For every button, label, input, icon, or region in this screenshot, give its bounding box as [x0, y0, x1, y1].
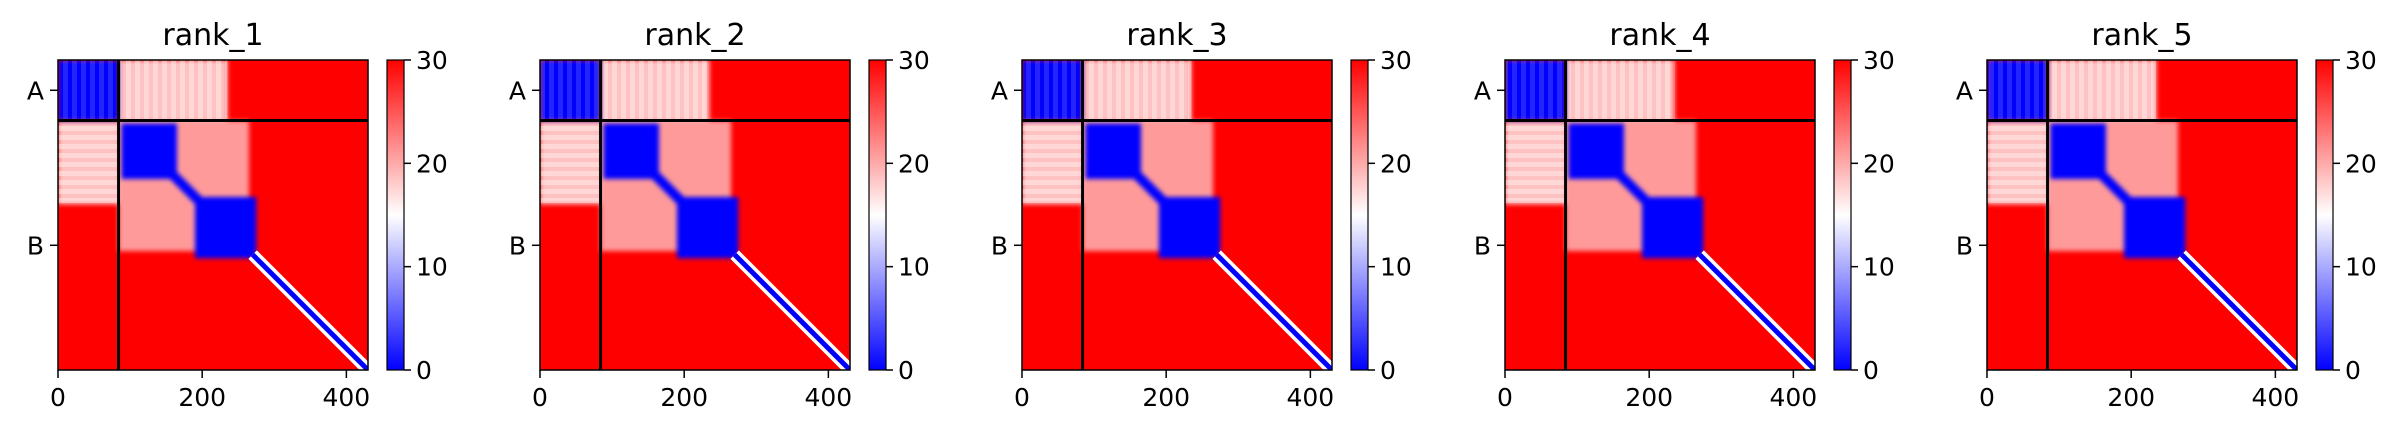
chain-label-a: A — [1956, 76, 1973, 105]
colorbar-tick-label: 30 — [1380, 46, 1412, 75]
heatmap-panel-2: rank_2 0 200 400 A B 0 10 20 30 — [509, 18, 930, 412]
x-tick-label: 400 — [1287, 383, 1335, 412]
x-tick-label: 200 — [1625, 383, 1673, 412]
x-tick-label: 0 — [1497, 383, 1513, 412]
heatmap-panel-3: rank_3 0 200 400 A B 0 10 20 30 — [991, 18, 1412, 412]
colorbar-tick-label: 10 — [2345, 253, 2377, 282]
axes-frame — [57, 59, 369, 371]
colorbar — [1351, 60, 1368, 370]
x-tick-label: 200 — [660, 383, 708, 412]
axes-frame — [1986, 59, 2298, 371]
chain-label-a: A — [1474, 76, 1491, 105]
colorbar-tick-label: 10 — [1380, 253, 1412, 282]
colorbar-tick-label: 0 — [1380, 356, 1396, 385]
chain-label-a: A — [27, 76, 44, 105]
x-tick-label: 0 — [1979, 383, 1995, 412]
panel-title: rank_2 — [644, 18, 745, 53]
heatmap-panel-4: rank_4 0 200 400 A B 0 10 20 30 — [1474, 18, 1895, 412]
chain-label-b: B — [991, 231, 1008, 260]
chain-label-b: B — [1474, 231, 1491, 260]
axes-frame — [1021, 59, 1333, 371]
colorbar-tick-label: 30 — [898, 46, 930, 75]
pae-matrix — [540, 60, 850, 370]
x-tick-label: 200 — [2107, 383, 2155, 412]
colorbar — [387, 60, 404, 370]
colorbar-tick-label: 20 — [1863, 149, 1895, 178]
colorbar-tick-label: 30 — [416, 46, 448, 75]
colorbar-tick-label: 30 — [2345, 46, 2377, 75]
pae-matrix — [1505, 60, 1815, 370]
panel-title: rank_5 — [2091, 18, 2192, 53]
colorbar-tick-label: 0 — [898, 356, 914, 385]
x-tick-label: 400 — [805, 383, 853, 412]
x-tick-label: 400 — [2252, 383, 2300, 412]
x-tick-label: 200 — [178, 383, 226, 412]
panel-title: rank_1 — [162, 18, 263, 53]
colorbar-tick-label: 10 — [1863, 253, 1895, 282]
colorbar-tick-label: 20 — [416, 149, 448, 178]
chain-label-b: B — [1956, 231, 1973, 260]
colorbar-tick-label: 0 — [416, 356, 432, 385]
x-tick-label: 400 — [323, 383, 371, 412]
colorbar-tick-label: 20 — [898, 149, 930, 178]
heatmap-panel-5: rank_5 0 200 400 A B 0 10 20 30 — [1956, 18, 2377, 412]
axes-frame — [1504, 59, 1816, 371]
chain-label-b: B — [27, 231, 44, 260]
colorbar-tick-label: 20 — [1380, 149, 1412, 178]
x-tick-label: 200 — [1142, 383, 1190, 412]
x-tick-label: 400 — [1770, 383, 1818, 412]
pae-matrix — [1022, 60, 1332, 370]
colorbar-tick-label: 30 — [1863, 46, 1895, 75]
colorbar — [1834, 60, 1851, 370]
x-tick-label: 0 — [50, 383, 66, 412]
colorbar-tick-label: 10 — [898, 253, 930, 282]
colorbar-tick-label: 0 — [1863, 356, 1879, 385]
chain-label-a: A — [991, 76, 1008, 105]
heatmap-panel-1: rank_1 0 200 400 A B 0 10 20 30 — [27, 18, 448, 412]
x-tick-label: 0 — [532, 383, 548, 412]
colorbar-tick-label: 0 — [2345, 356, 2361, 385]
panel-title: rank_3 — [1126, 18, 1227, 53]
colorbar — [2316, 60, 2333, 370]
colorbar-tick-label: 20 — [2345, 149, 2377, 178]
x-tick-label: 0 — [1014, 383, 1030, 412]
colorbar-tick-label: 10 — [416, 253, 448, 282]
pae-matrix — [1987, 60, 2297, 370]
chain-label-a: A — [509, 76, 526, 105]
pae-matrix — [58, 60, 368, 370]
chain-label-b: B — [509, 231, 526, 260]
colorbar — [869, 60, 886, 370]
axes-frame — [539, 59, 851, 371]
panel-title: rank_4 — [1609, 18, 1710, 53]
